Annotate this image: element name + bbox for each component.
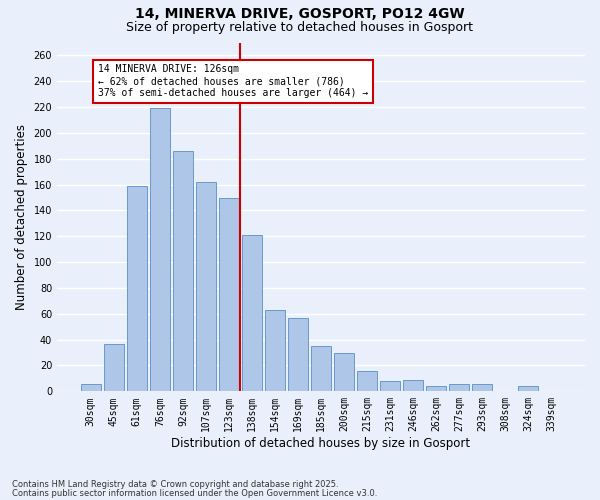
- Bar: [127, 186, 146, 392]
- Bar: [219, 198, 239, 392]
- Bar: [104, 344, 124, 392]
- Bar: [288, 318, 308, 392]
- Bar: [311, 346, 331, 392]
- Text: Contains public sector information licensed under the Open Government Licence v3: Contains public sector information licen…: [12, 489, 377, 498]
- Bar: [334, 352, 354, 392]
- Bar: [427, 386, 446, 392]
- Text: 14 MINERVA DRIVE: 126sqm
← 62% of detached houses are smaller (786)
37% of semi-: 14 MINERVA DRIVE: 126sqm ← 62% of detach…: [98, 64, 368, 98]
- Bar: [265, 310, 285, 392]
- Bar: [449, 384, 469, 392]
- Bar: [518, 386, 538, 392]
- Bar: [196, 182, 216, 392]
- Bar: [403, 380, 423, 392]
- Text: Contains HM Land Registry data © Crown copyright and database right 2025.: Contains HM Land Registry data © Crown c…: [12, 480, 338, 489]
- Text: Size of property relative to detached houses in Gosport: Size of property relative to detached ho…: [127, 21, 473, 34]
- Bar: [173, 151, 193, 392]
- Y-axis label: Number of detached properties: Number of detached properties: [15, 124, 28, 310]
- Bar: [472, 384, 492, 392]
- Text: 14, MINERVA DRIVE, GOSPORT, PO12 4GW: 14, MINERVA DRIVE, GOSPORT, PO12 4GW: [135, 8, 465, 22]
- Bar: [81, 384, 101, 392]
- X-axis label: Distribution of detached houses by size in Gosport: Distribution of detached houses by size …: [172, 437, 470, 450]
- Bar: [242, 235, 262, 392]
- Bar: [150, 108, 170, 392]
- Bar: [357, 370, 377, 392]
- Bar: [380, 381, 400, 392]
